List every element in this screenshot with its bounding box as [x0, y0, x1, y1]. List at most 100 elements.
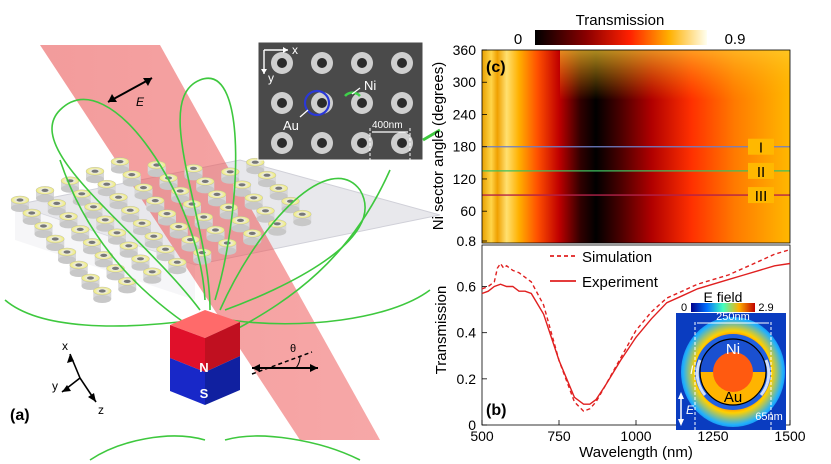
e-polarization-label: E — [686, 403, 695, 417]
nanoring — [71, 225, 90, 242]
colorbar-title: Transmission — [576, 12, 665, 29]
current-label: I — [690, 363, 694, 377]
nanoring — [159, 173, 178, 190]
series-experiment — [481, 262, 791, 405]
nanoring — [232, 180, 252, 197]
e-field-cb-min: 0 — [681, 302, 687, 314]
e-field-au-label: Au — [724, 389, 742, 406]
e-field-colorbar — [691, 303, 755, 312]
marker-label-bg — [748, 138, 774, 155]
e-field-dim-label: 250nm — [716, 311, 750, 323]
nanoring — [110, 157, 130, 174]
heatmap-y-tick: 300 — [453, 74, 477, 90]
nanoring — [34, 221, 53, 238]
e-field-label: E — [136, 95, 145, 109]
panel-a-label: (a) — [10, 407, 30, 424]
sem-ring — [391, 132, 413, 154]
nanoring — [256, 206, 275, 223]
colorbar: Transmission 0 0.9 — [514, 12, 746, 48]
nanoring — [122, 170, 141, 187]
ring-outline — [699, 338, 767, 406]
highlight-ni-sector — [344, 91, 361, 97]
spectra-legend: Simulation Experiment — [550, 249, 659, 291]
inset-connector — [422, 128, 441, 142]
legend-simulation-label: Simulation — [582, 249, 652, 266]
nanoring — [35, 186, 55, 203]
nanoring — [196, 177, 215, 194]
nanoring — [231, 216, 250, 233]
theta-label: θ — [290, 343, 296, 355]
nanoring — [193, 248, 212, 265]
spectra-x-tick: 500 — [470, 428, 494, 444]
e-field-inset-title: E field — [704, 289, 743, 305]
nanoring — [246, 157, 265, 175]
nanoring — [157, 209, 177, 226]
nanoring — [257, 170, 277, 188]
nanoring — [109, 192, 128, 210]
nanoring — [132, 218, 152, 236]
spectra-series — [481, 248, 791, 413]
nanoring — [72, 189, 91, 206]
nanoring — [182, 199, 202, 216]
nanoring — [181, 235, 200, 252]
heatmap-y-tick: 0.8 — [457, 233, 477, 249]
sem-ring — [351, 92, 373, 114]
nanoring — [293, 209, 312, 227]
magnet-north-label: N — [199, 360, 208, 375]
nanoring — [118, 277, 137, 294]
heatmap-y-tick: 60 — [460, 203, 476, 219]
nanoring — [84, 202, 103, 219]
nanoring — [59, 212, 78, 229]
marker-label-I: I — [759, 140, 763, 157]
nanoring — [47, 199, 66, 216]
heatmap-y-tick: 360 — [453, 42, 477, 58]
nanoring — [46, 234, 65, 251]
magnet: N S — [170, 310, 240, 405]
series-simulation — [481, 248, 791, 413]
nanoring — [121, 205, 140, 223]
nanoring — [144, 231, 163, 249]
nanoring-array — [10, 157, 312, 303]
sem-ring — [271, 132, 293, 154]
spectra-y-tick: 0.2 — [457, 371, 477, 387]
sem-ring — [351, 52, 373, 74]
spectra-y-label: Transmission — [433, 286, 450, 375]
e-field-arrow: E — [107, 77, 153, 109]
nanoring — [206, 225, 225, 242]
sem-ring — [271, 52, 293, 74]
sem-ring — [311, 132, 333, 154]
nanoring — [134, 183, 153, 200]
nanoring — [22, 208, 41, 225]
inset-ni-label: Ni — [364, 78, 376, 93]
magnetic-field-lines — [4, 77, 431, 461]
spectra-x-label: Wavelength (nm) — [579, 444, 693, 461]
axis-x-label: x — [62, 339, 68, 353]
nanoring — [269, 183, 288, 201]
heatmap-y-tick: 120 — [453, 171, 477, 187]
sem-inset: x y Au Ni 400nm — [257, 41, 424, 161]
current-arrow-left — [695, 359, 707, 396]
marker-label-II: II — [757, 164, 765, 181]
panel-c-label: (c) — [486, 59, 506, 76]
nanoring — [10, 195, 30, 212]
nanoring — [57, 247, 77, 264]
nanoring — [85, 166, 105, 184]
spectra-y-tick: 0 — [468, 417, 476, 433]
coordinate-axes: x y z — [52, 339, 104, 417]
sem-ring — [391, 92, 413, 114]
e-field-cb-max: 2.9 — [758, 302, 773, 314]
marker-label-bg — [748, 187, 774, 204]
sem-ring — [351, 132, 373, 154]
sem-ring — [311, 52, 333, 74]
nanoring — [107, 228, 127, 245]
heatmap-y-ticks: 360 300 240 180 120 60 0.8 — [453, 42, 487, 249]
magnet-south-label: S — [200, 386, 209, 401]
axis-z-label: z — [98, 403, 104, 417]
nanoring — [169, 222, 188, 239]
highlight-au-ring — [303, 89, 331, 117]
inset-axis-y: y — [268, 71, 274, 85]
